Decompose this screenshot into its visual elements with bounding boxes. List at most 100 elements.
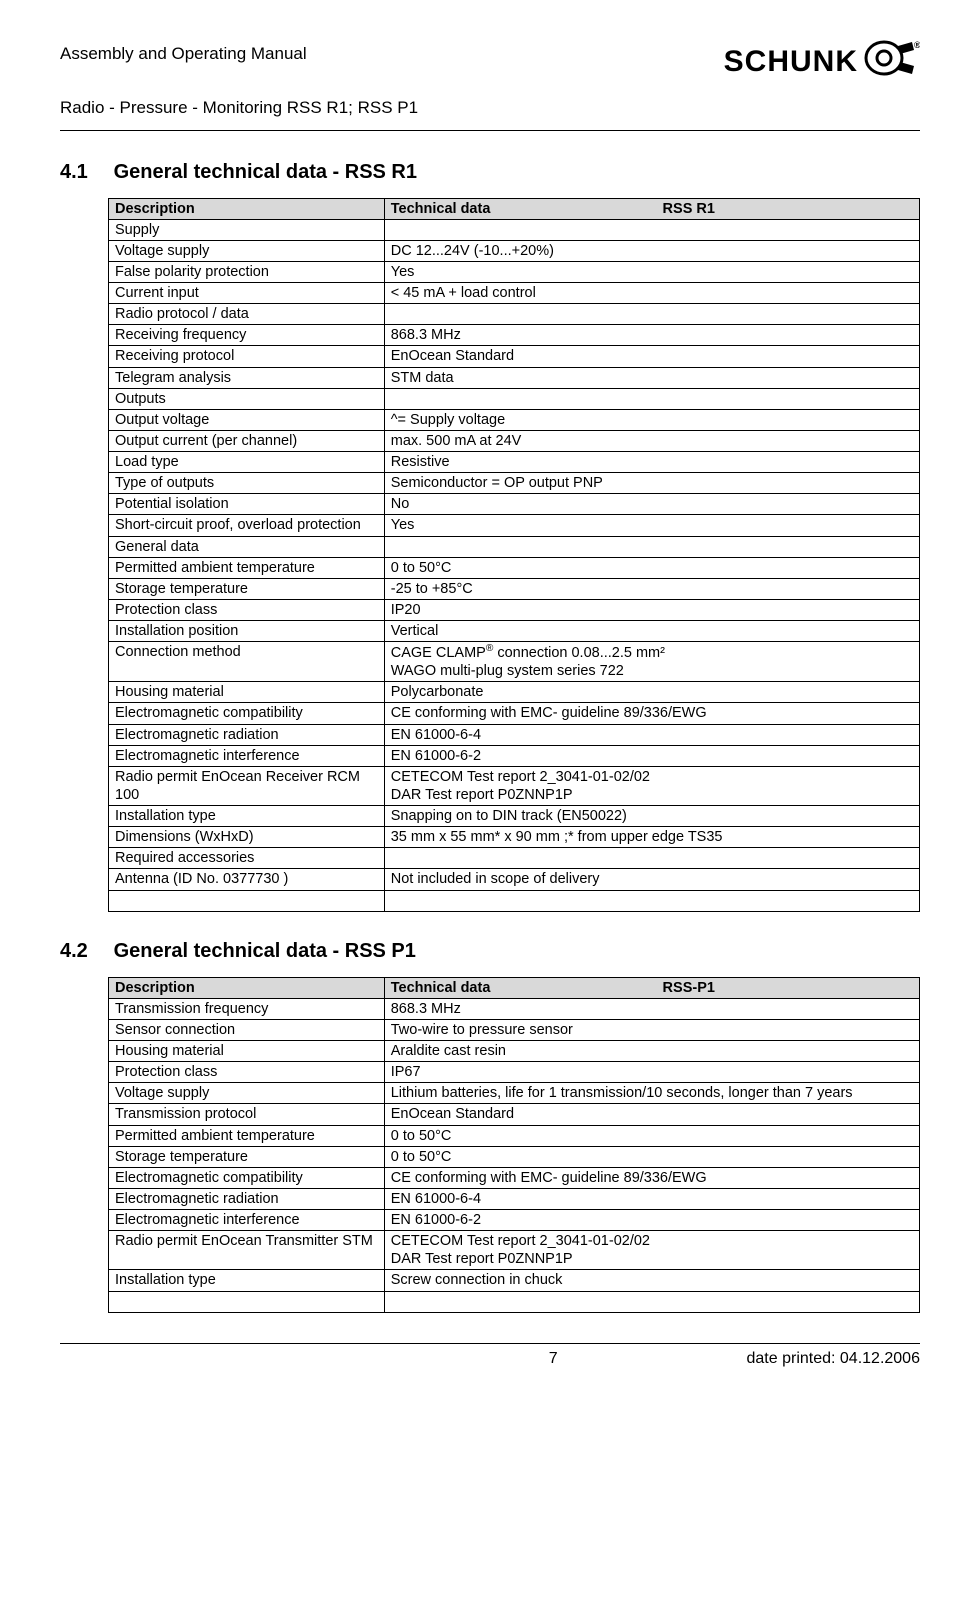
cell-description: Electromagnetic radiation [109, 724, 385, 745]
table-row: Installation typeSnapping on to DIN trac… [109, 806, 920, 827]
cell-description: Voltage supply [109, 1083, 385, 1104]
table-row: Output current (per channel)max. 500 mA … [109, 430, 920, 451]
head-data-label: Technical data [391, 201, 491, 217]
cell-description: Radio permit EnOcean Transmitter STM [109, 1231, 385, 1270]
table-row: Housing materialAraldite cast resin [109, 1041, 920, 1062]
cell-value: No [384, 494, 919, 515]
cell-description: Potential isolation [109, 494, 385, 515]
cell-description: Antenna (ID No. 0377730 ) [109, 869, 385, 890]
table-row: Type of outputsSemiconductor = OP output… [109, 473, 920, 494]
table-row: Electromagnetic interferenceEN 61000-6-2 [109, 1210, 920, 1231]
cell-description: Electromagnetic radiation [109, 1188, 385, 1209]
cell-value: -25 to +85°C [384, 578, 919, 599]
table-row: Housing materialPolycarbonate [109, 682, 920, 703]
table-row: Electromagnetic radiationEN 61000-6-4 [109, 724, 920, 745]
cell-value [384, 219, 919, 240]
header-text: Assembly and Operating Manual Radio - Pr… [60, 40, 418, 122]
table-row [109, 1291, 920, 1312]
cell-value: EN 61000-6-4 [384, 1188, 919, 1209]
header-divider [60, 130, 920, 131]
cell-description: Permitted ambient temperature [109, 1125, 385, 1146]
section-title-2: 4.2 General technical data - RSS P1 [60, 940, 920, 963]
svg-text:®: ® [914, 40, 920, 50]
table-rss-r1: Description Technical data RSS R1 Supply… [108, 198, 920, 912]
table-row: Electromagnetic compatibilityCE conformi… [109, 1167, 920, 1188]
cell-description [109, 1291, 385, 1312]
table-row: Permitted ambient temperature0 to 50°C [109, 1125, 920, 1146]
cell-value: 868.3 MHz [384, 325, 919, 346]
cell-value: IP20 [384, 599, 919, 620]
cell-description: Housing material [109, 1041, 385, 1062]
cell-description: Installation type [109, 806, 385, 827]
table-row: Short-circuit proof, overload protection… [109, 515, 920, 536]
cell-value [384, 1291, 919, 1312]
doc-subtitle: Radio - Pressure - Monitoring RSS R1; RS… [60, 94, 418, 121]
cell-description: Voltage supply [109, 240, 385, 261]
section-heading-2: General technical data - RSS P1 [114, 940, 416, 962]
cell-description: Required accessories [109, 848, 385, 869]
cell-description: Electromagnetic compatibility [109, 703, 385, 724]
cell-value [384, 304, 919, 325]
table-header-row: Description Technical data RSS-P1 [109, 977, 920, 998]
table-row [109, 890, 920, 911]
col-technical-data: Technical data RSS R1 [384, 198, 919, 219]
cell-description: Short-circuit proof, overload protection [109, 515, 385, 536]
table-row: Protection classIP67 [109, 1062, 920, 1083]
brand-logo: SCHUNK ® [724, 40, 920, 84]
section-title-1: 4.1 General technical data - RSS R1 [60, 161, 920, 184]
table-row: Telegram analysisSTM data [109, 367, 920, 388]
cell-description: Output current (per channel) [109, 430, 385, 451]
cell-description: Radio protocol / data [109, 304, 385, 325]
table-row: Receiving protocolEnOcean Standard [109, 346, 920, 367]
cell-value: Not included in scope of delivery [384, 869, 919, 890]
table-row: Required accessories [109, 848, 920, 869]
cell-value: CAGE CLAMP® connection 0.08...2.5 mm²WAG… [384, 642, 919, 682]
col-description: Description [109, 977, 385, 998]
cell-value: CE conforming with EMC- guideline 89/336… [384, 703, 919, 724]
doc-title: Assembly and Operating Manual [60, 40, 418, 67]
table-row: Transmission protocolEnOcean Standard [109, 1104, 920, 1125]
cell-value: 0 to 50°C [384, 557, 919, 578]
cell-description: Transmission protocol [109, 1104, 385, 1125]
table-row: Protection classIP20 [109, 599, 920, 620]
cell-description [109, 890, 385, 911]
table-row: Electromagnetic interferenceEN 61000-6-2 [109, 745, 920, 766]
table-row: Sensor connectionTwo-wire to pressure se… [109, 1019, 920, 1040]
cell-description: Receiving frequency [109, 325, 385, 346]
table-row: General data [109, 536, 920, 557]
cell-description: Installation type [109, 1270, 385, 1291]
cell-value [384, 536, 919, 557]
cell-value: EN 61000-6-4 [384, 724, 919, 745]
cell-value: Semiconductor = OP output PNP [384, 473, 919, 494]
cell-value: EN 61000-6-2 [384, 745, 919, 766]
cell-description: Electromagnetic interference [109, 1210, 385, 1231]
col-technical-data: Technical data RSS-P1 [384, 977, 919, 998]
table-row: Storage temperature-25 to +85°C [109, 578, 920, 599]
table-row: Electromagnetic radiationEN 61000-6-4 [109, 1188, 920, 1209]
cell-description: Installation position [109, 621, 385, 642]
page-header: Assembly and Operating Manual Radio - Pr… [60, 40, 920, 122]
head-model-label: RSS-P1 [663, 979, 715, 997]
print-date: date printed: 04.12.2006 [747, 1350, 920, 1368]
table-row: Supply [109, 219, 920, 240]
cell-description: Type of outputs [109, 473, 385, 494]
table-row: Radio permit EnOcean Receiver RCM 100CET… [109, 766, 920, 805]
cell-description: Protection class [109, 599, 385, 620]
cell-value: CETECOM Test report 2_3041-01-02/02DAR T… [384, 1231, 919, 1270]
table-row: Storage temperature0 to 50°C [109, 1146, 920, 1167]
page-footer: 7 date printed: 04.12.2006 [60, 1344, 920, 1368]
table-row: Current input< 45 mA + load control [109, 283, 920, 304]
cell-value [384, 890, 919, 911]
table-row: Potential isolationNo [109, 494, 920, 515]
cell-description: Electromagnetic compatibility [109, 1167, 385, 1188]
section-heading-1: General technical data - RSS R1 [114, 161, 417, 183]
table-row: Receiving frequency868.3 MHz [109, 325, 920, 346]
head-model-label: RSS R1 [663, 200, 715, 218]
cell-value: EN 61000-6-2 [384, 1210, 919, 1231]
cell-description: Protection class [109, 1062, 385, 1083]
cell-description: Load type [109, 452, 385, 473]
cell-description: Electromagnetic interference [109, 745, 385, 766]
cell-value: CE conforming with EMC- guideline 89/336… [384, 1167, 919, 1188]
cell-value [384, 848, 919, 869]
cell-value: Yes [384, 261, 919, 282]
